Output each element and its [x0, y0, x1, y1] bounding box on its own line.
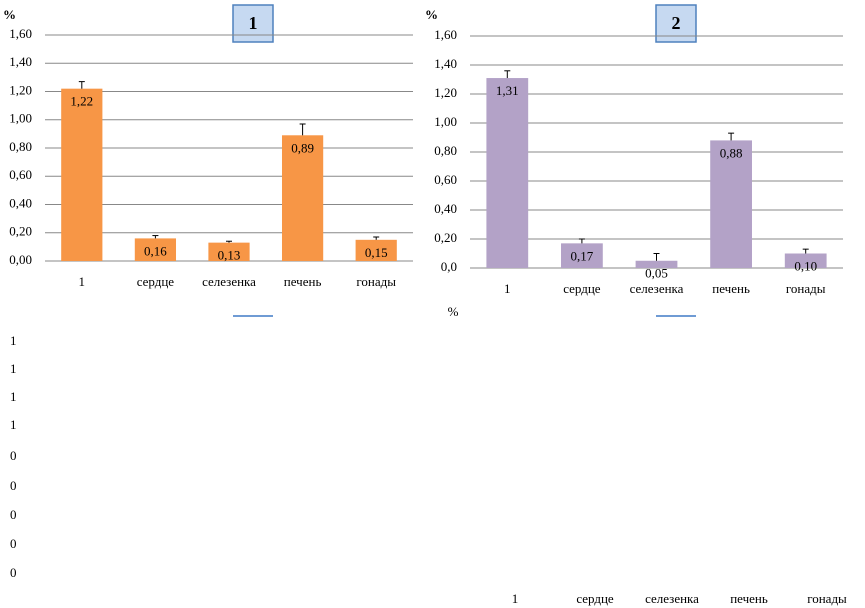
bar: [208, 242, 250, 261]
value-label: 0,15: [365, 245, 388, 260]
y-tick-label: 0,40: [9, 195, 32, 210]
value-label: 0,16: [144, 243, 167, 258]
y-tick-label: 0,80: [9, 139, 32, 154]
x-tick-label: гонады: [356, 274, 396, 289]
fragment-label: 0: [10, 448, 17, 463]
x-tick-label: сердце: [137, 274, 175, 289]
value-label: 1,31: [496, 83, 519, 98]
fragment-label: 0: [10, 536, 17, 551]
value-label: 0,17: [571, 248, 594, 263]
fragment-category: сердце: [576, 591, 614, 606]
x-tick-label: печень: [284, 274, 322, 289]
bar: [355, 239, 397, 261]
chart-title: 2: [672, 13, 681, 33]
bar: [486, 78, 529, 268]
bar: [561, 243, 603, 268]
x-tick-label: гонады: [786, 281, 826, 296]
y-tick-label: 1,20: [434, 85, 457, 100]
y-tick-label: 1,60: [9, 26, 32, 41]
y-tick-label: 0,00: [9, 252, 32, 267]
fragment-label: 0: [10, 565, 17, 580]
y-tick-label: 0,0: [441, 259, 457, 274]
bar: [710, 140, 752, 268]
x-tick-label: селезенка: [202, 274, 256, 289]
value-label: 0,13: [218, 248, 241, 263]
bar: [784, 253, 827, 268]
bar: [61, 88, 103, 261]
fragment-label: 1: [10, 361, 17, 376]
fragment-label: 1: [10, 417, 17, 432]
bar: [134, 238, 177, 261]
y-tick-label: 0,20: [434, 230, 457, 245]
x-tick-label: 1: [79, 274, 86, 289]
bar: [635, 260, 678, 268]
y-tick-label: 1,40: [9, 54, 32, 69]
fragment-category: селезенка: [645, 591, 699, 606]
value-label: 0,10: [794, 258, 817, 273]
y-tick-label: 1,00: [434, 114, 457, 129]
value-label: 0,89: [291, 140, 314, 155]
y-tick-label: 1,40: [434, 56, 457, 71]
y-tick-label: 1,20: [9, 82, 32, 97]
y-tick-label: 0,40: [434, 201, 457, 216]
x-tick-label: селезенка: [630, 281, 684, 296]
fragment-label: 0: [10, 507, 17, 522]
y-tick-label: 0,60: [9, 167, 32, 182]
y-axis-label: %: [425, 7, 438, 22]
percent-fragment: %: [448, 304, 459, 319]
fragment-label: 0: [10, 478, 17, 493]
value-label: 0,05: [645, 266, 668, 281]
x-tick-label: 1: [504, 281, 511, 296]
fragment-category: 1: [512, 591, 519, 606]
fragment-label: 1: [10, 389, 17, 404]
value-label: 1,22: [70, 94, 93, 109]
x-tick-label: печень: [712, 281, 750, 296]
fragment-category: гонады: [807, 591, 847, 606]
y-tick-label: 0,80: [434, 143, 457, 158]
fragment-label: 1: [10, 333, 17, 348]
y-tick-label: 0,60: [434, 172, 457, 187]
bar: [281, 135, 324, 261]
title-box: [232, 4, 274, 43]
y-tick-label: 1,60: [434, 27, 457, 42]
chart-title: 1: [249, 13, 258, 33]
y-tick-label: 1,00: [9, 111, 32, 126]
fragment-category: печень: [730, 591, 768, 606]
value-label: 0,88: [720, 145, 743, 160]
y-tick-label: 0,20: [9, 224, 32, 239]
x-tick-label: сердце: [563, 281, 601, 296]
y-axis-label: %: [3, 7, 16, 22]
